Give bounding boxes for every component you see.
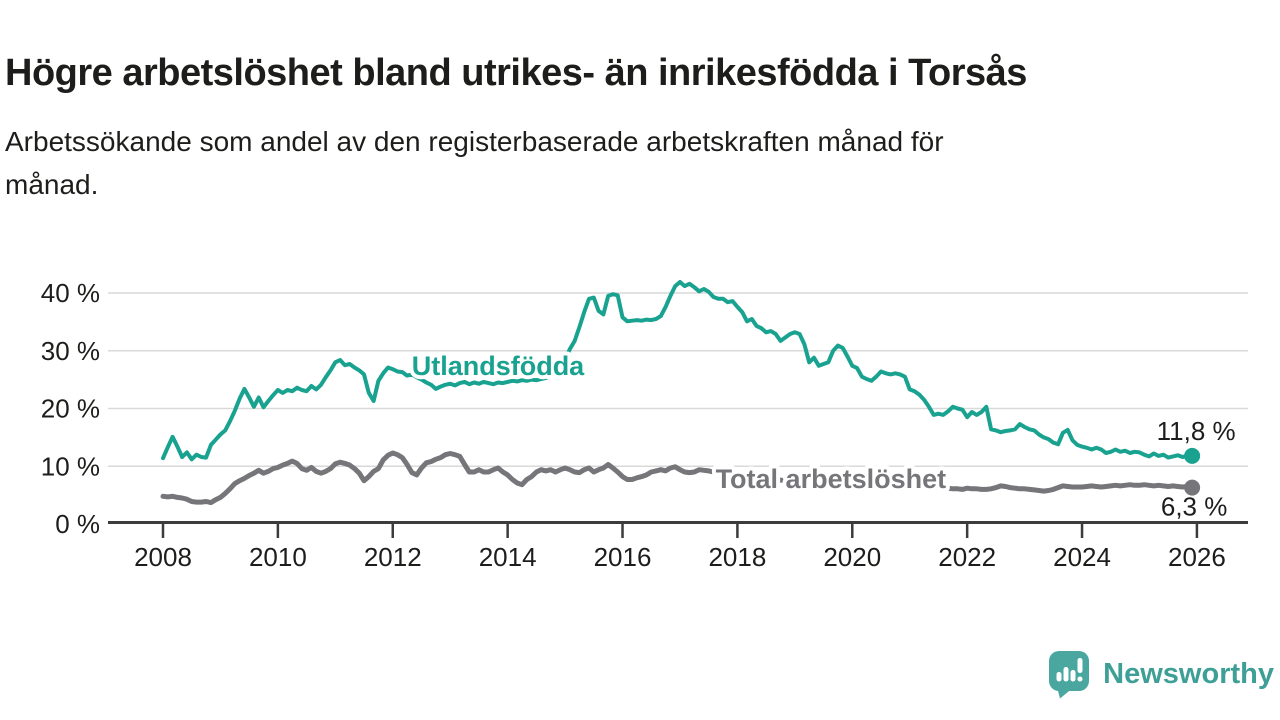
chart-subtitle-line1: Arbetssökande som andel av den registerb…	[5, 126, 944, 157]
x-tick-label: 2020	[823, 542, 881, 572]
series-line	[161, 280, 1195, 462]
series-inline-label: Total arbetslöshet	[716, 464, 947, 494]
series-end-value-label: 11,8 %	[1157, 416, 1236, 446]
x-tick-label: 2008	[134, 542, 192, 572]
x-tick-label: 2022	[938, 542, 996, 572]
series-end-value-label: 6,3 %	[1161, 492, 1228, 522]
series-line	[160, 450, 1195, 506]
y-tick-label: 30 %	[41, 336, 100, 366]
newsworthy-speech-bubble-chart-icon	[1049, 651, 1090, 699]
x-tick-label: 2018	[708, 542, 766, 572]
chart-title: Högre arbetslöshet bland utrikes- än inr…	[5, 52, 1027, 95]
x-tick-label: 2014	[479, 542, 537, 572]
newsworthy-wordmark: Newsworthy	[1103, 657, 1274, 690]
chart-subtitle: Arbetssökande som andel av den registerb…	[5, 120, 1185, 207]
y-tick-label: 10 %	[41, 451, 100, 481]
x-tick-label: 2016	[594, 542, 652, 572]
chart-subtitle-line2: månad.	[5, 169, 99, 201]
x-tick-label: 2010	[249, 542, 307, 572]
series-inline-label: Utlandsfödda	[412, 351, 585, 381]
x-tick-label: 2026	[1168, 542, 1226, 572]
x-tick-label: 2024	[1053, 542, 1111, 572]
y-tick-label: 0 %	[55, 509, 100, 539]
series-end-dot	[1184, 479, 1201, 496]
y-tick-label: 40 %	[41, 278, 100, 308]
newsworthy-logo: Newsworthy	[1047, 649, 1274, 699]
series-end-dot	[1184, 447, 1201, 464]
y-tick-label: 20 %	[41, 394, 100, 424]
x-tick-label: 2012	[364, 542, 422, 572]
